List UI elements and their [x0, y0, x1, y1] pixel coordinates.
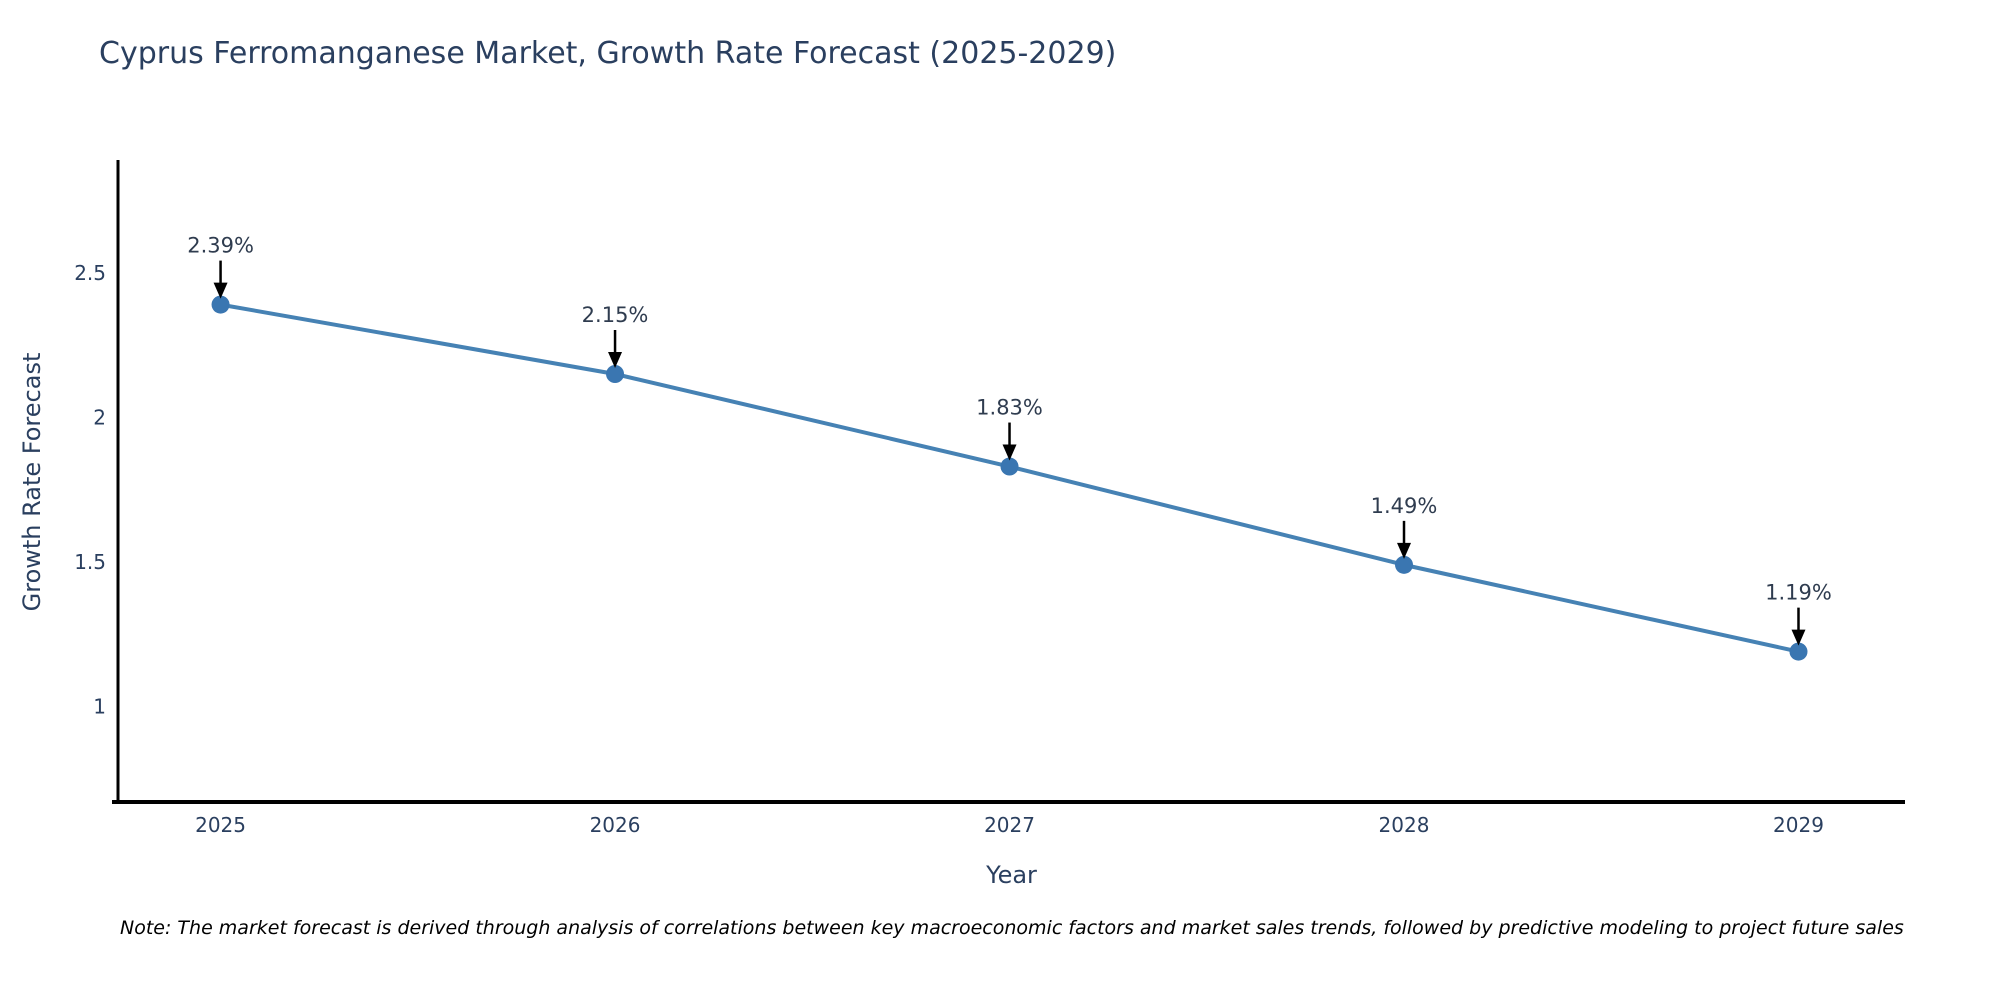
annotation-label: 1.83% — [976, 396, 1043, 420]
y-tick-label: 1.5 — [74, 550, 106, 574]
x-tick-label: 2029 — [1773, 813, 1824, 837]
annotation-label: 2.15% — [582, 303, 649, 327]
footnote: Note: The market forecast is derived thr… — [120, 917, 1904, 939]
x-axis-title: Year — [986, 861, 1037, 889]
y-tick-label: 1 — [93, 695, 106, 719]
y-tick-label: 2 — [93, 405, 106, 429]
annotation-arrowhead — [1791, 629, 1806, 646]
x-tick-label: 2028 — [1379, 813, 1430, 837]
annotation-label: 1.19% — [1765, 581, 1832, 605]
data-point-marker — [1395, 555, 1414, 574]
annotation-arrowhead — [1002, 444, 1017, 461]
data-point-marker — [211, 295, 230, 314]
data-point-marker — [1000, 457, 1019, 476]
annotation-label: 2.39% — [187, 234, 254, 258]
annotation-label: 1.49% — [1371, 494, 1438, 518]
y-tick-label: 2.5 — [74, 261, 106, 285]
x-tick-label: 2027 — [984, 813, 1035, 837]
annotation-arrowhead — [608, 352, 623, 368]
annotation-arrowhead — [213, 282, 228, 299]
data-point-marker — [1789, 642, 1808, 661]
x-tick-label: 2026 — [590, 813, 641, 837]
x-tick-label: 2025 — [195, 813, 246, 837]
annotation-arrowhead — [1397, 542, 1412, 559]
data-point-marker — [606, 365, 625, 383]
chart-title: Cyprus Ferromanganese Market, Growth Rat… — [99, 36, 1117, 71]
trend-line — [218, 302, 1801, 654]
